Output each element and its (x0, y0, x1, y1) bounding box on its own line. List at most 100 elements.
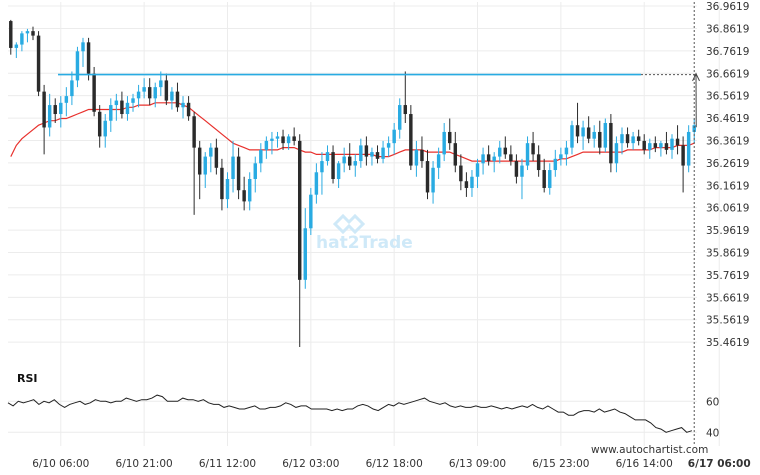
candle-body (237, 157, 240, 191)
candle-body (520, 166, 523, 177)
candle-body (426, 161, 429, 192)
candle-body (265, 141, 268, 150)
candle-body (120, 101, 123, 114)
candle-body (170, 92, 173, 101)
price-tick-label: 35.6619 (706, 292, 749, 304)
candle-body (548, 170, 551, 188)
candle-body (315, 172, 318, 194)
candle-body (92, 74, 95, 112)
candle-body (54, 105, 57, 114)
candle-body (31, 31, 34, 35)
candle-body (687, 132, 690, 166)
candle-body (642, 141, 645, 150)
candle-body (526, 143, 529, 165)
candle (409, 105, 412, 170)
candle-body (337, 163, 340, 179)
candle-body (454, 143, 457, 165)
candle-body (465, 181, 468, 188)
candle-body (26, 31, 29, 33)
candle-body (348, 157, 351, 166)
candle-body (126, 103, 129, 114)
price-tick-label: 36.7619 (706, 46, 749, 58)
candle-body (309, 195, 312, 229)
candle-body (615, 143, 618, 163)
candle-body (570, 125, 573, 147)
time-tick-label: 6/10 06:00 (32, 458, 89, 470)
time-tick-label: 6/11 12:00 (199, 458, 256, 470)
candle-body (670, 139, 673, 150)
price-tick-label: 35.8619 (706, 248, 749, 260)
price-tick-label: 36.8619 (706, 23, 749, 35)
candle-body (681, 145, 684, 165)
candle-body (448, 132, 451, 143)
candle-body (370, 152, 373, 156)
candle-body (381, 148, 384, 159)
candle-body (148, 87, 151, 98)
candle-body (470, 177, 473, 188)
candle-body (604, 123, 607, 148)
candle-body (270, 139, 273, 141)
time-tick-label: 6/16 14:00 (616, 458, 673, 470)
candle-body (554, 159, 557, 170)
credit-text: www.autochartist.com (591, 444, 708, 456)
candle-body (220, 168, 223, 199)
candle-body (209, 148, 212, 157)
candle-body (459, 166, 462, 182)
candle-body (292, 136, 295, 140)
candle-body (242, 190, 245, 201)
watermark-text: hat2Trade (316, 233, 413, 253)
candle-body (537, 154, 540, 170)
candle-body (531, 143, 534, 154)
candle-body (342, 157, 345, 164)
candle-body (59, 103, 62, 114)
candle-body (248, 179, 251, 201)
time-tick-label: 6/13 09:00 (449, 458, 506, 470)
candle-body (104, 121, 107, 137)
price-tick-label: 36.0619 (706, 203, 749, 215)
candle-body (142, 87, 145, 91)
candle-body (37, 36, 40, 92)
candle-body (676, 139, 679, 146)
candle-body (476, 163, 479, 176)
candle-body (259, 150, 262, 163)
candle (37, 31, 40, 96)
candle-body (326, 152, 329, 161)
candle-body (581, 127, 584, 136)
candle-body (481, 154, 484, 163)
candle-body (15, 45, 18, 48)
time-tick-label: 6/10 21:00 (116, 458, 173, 470)
candle-body (404, 105, 407, 114)
candle-body (498, 148, 501, 157)
candle-body (281, 136, 284, 143)
candle-body (65, 96, 68, 103)
price-tick-label: 35.9619 (706, 225, 749, 237)
price-tick-label: 36.1619 (706, 180, 749, 192)
time-axis: 6/10 06:00 6/10 21:00 6/11 12:00 6/12 03:00… (32, 458, 750, 470)
candle-body (387, 143, 390, 147)
candle-body (431, 168, 434, 193)
candle-body (437, 154, 440, 167)
candle-body (442, 132, 445, 154)
candle-body (204, 157, 207, 175)
candle-body (70, 80, 73, 96)
candle-body (654, 143, 657, 147)
candle-body (576, 125, 579, 136)
time-tick-label: 6/12 18:00 (366, 458, 423, 470)
candle-body (415, 150, 418, 166)
candle-body (9, 21, 12, 48)
price-tick-label: 36.9619 (706, 1, 749, 13)
candle-body (354, 161, 357, 165)
candle-body (215, 148, 218, 168)
candle-body (42, 92, 45, 128)
candle-body (504, 148, 507, 155)
candle-body (226, 179, 229, 199)
candle-body (76, 51, 79, 80)
candle (309, 188, 312, 235)
candle-body (409, 114, 412, 166)
price-tick-label: 35.5619 (706, 315, 749, 327)
rsi-label: RSI (17, 372, 38, 385)
price-tick-label: 36.5619 (706, 91, 749, 103)
candle-body (665, 143, 668, 150)
candle-body (298, 141, 301, 280)
